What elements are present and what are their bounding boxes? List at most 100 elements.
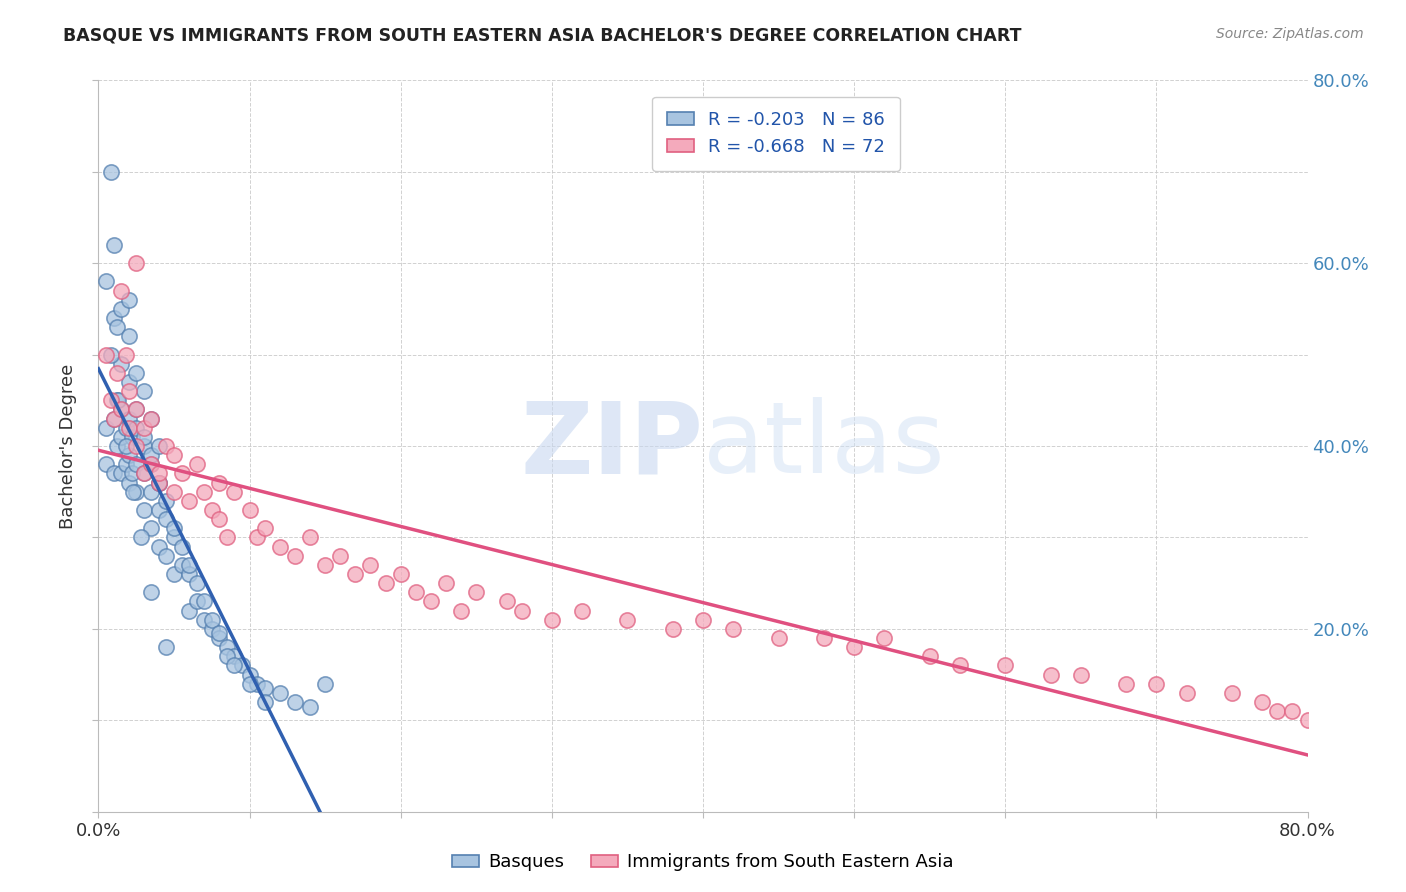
Point [186, 594, 208, 608]
Point [434, 576, 457, 591]
Point [1175, 686, 1198, 700]
Point [118, 384, 141, 398]
Point [100, 164, 122, 178]
Point [1039, 667, 1062, 681]
Point [94, 457, 117, 471]
Point [155, 640, 177, 655]
Point [105, 320, 128, 334]
Point [114, 457, 136, 471]
Point [768, 631, 790, 645]
Point [103, 411, 125, 425]
Point [186, 576, 208, 591]
Point [141, 484, 163, 499]
Point [224, 649, 246, 664]
Y-axis label: Bachelor's Degree: Bachelor's Degree [59, 363, 77, 529]
Point [246, 530, 269, 544]
Point [125, 402, 148, 417]
Point [100, 347, 122, 362]
Point [208, 512, 231, 526]
Point [215, 530, 238, 544]
Point [155, 494, 177, 508]
Point [129, 530, 152, 544]
Point [314, 676, 336, 690]
Point [141, 448, 163, 462]
Point [405, 585, 427, 599]
Point [105, 393, 128, 408]
Text: atlas: atlas [703, 398, 945, 494]
Point [239, 676, 262, 690]
Point [510, 603, 533, 617]
Point [616, 613, 638, 627]
Point [125, 402, 148, 417]
Point [450, 603, 472, 617]
Point [299, 530, 322, 544]
Point [918, 649, 941, 664]
Point [110, 357, 132, 371]
Point [389, 567, 412, 582]
Point [1296, 714, 1319, 728]
Point [118, 411, 141, 425]
Point [420, 594, 443, 608]
Point [1146, 676, 1168, 690]
Point [269, 540, 291, 554]
Point [110, 467, 132, 481]
Point [193, 484, 215, 499]
Text: BASQUE VS IMMIGRANTS FROM SOUTH EASTERN ASIA BACHELOR'S DEGREE CORRELATION CHART: BASQUE VS IMMIGRANTS FROM SOUTH EASTERN … [63, 27, 1022, 45]
Point [118, 375, 141, 389]
Point [179, 558, 201, 572]
Point [141, 521, 163, 535]
Point [103, 238, 125, 252]
Point [114, 439, 136, 453]
Legend: R = -0.203   N = 86, R = -0.668   N = 72: R = -0.203 N = 86, R = -0.668 N = 72 [652, 96, 900, 170]
Point [179, 567, 201, 582]
Point [148, 475, 170, 490]
Legend: Basques, Immigrants from South Eastern Asia: Basques, Immigrants from South Eastern A… [444, 847, 962, 879]
Point [179, 494, 201, 508]
Point [163, 448, 186, 462]
Point [1281, 704, 1303, 718]
Point [110, 430, 132, 444]
Text: Source: ZipAtlas.com: Source: ZipAtlas.com [1216, 27, 1364, 41]
Point [132, 384, 155, 398]
Point [141, 411, 163, 425]
Point [107, 393, 129, 408]
Point [231, 658, 253, 673]
Point [125, 439, 148, 453]
Point [100, 393, 122, 408]
Point [163, 567, 186, 582]
Point [873, 631, 896, 645]
Point [994, 658, 1017, 673]
Point [155, 439, 177, 453]
Point [94, 421, 117, 435]
Point [125, 484, 148, 499]
Point [208, 626, 231, 640]
Point [114, 421, 136, 435]
Point [141, 457, 163, 471]
Point [132, 430, 155, 444]
Point [1251, 695, 1274, 709]
Point [692, 613, 714, 627]
Point [141, 585, 163, 599]
Point [163, 530, 186, 544]
Point [269, 686, 291, 700]
Point [110, 402, 132, 417]
Point [118, 293, 141, 307]
Point [141, 411, 163, 425]
Point [118, 421, 141, 435]
Point [121, 430, 143, 444]
Point [1267, 704, 1289, 718]
Point [94, 274, 117, 288]
Point [844, 640, 866, 655]
Point [193, 613, 215, 627]
Point [344, 567, 367, 582]
Point [148, 475, 170, 490]
Point [170, 540, 193, 554]
Point [179, 603, 201, 617]
Point [105, 439, 128, 453]
Point [103, 411, 125, 425]
Point [201, 613, 224, 627]
Point [284, 549, 307, 563]
Point [215, 649, 238, 664]
Point [118, 475, 141, 490]
Point [465, 585, 488, 599]
